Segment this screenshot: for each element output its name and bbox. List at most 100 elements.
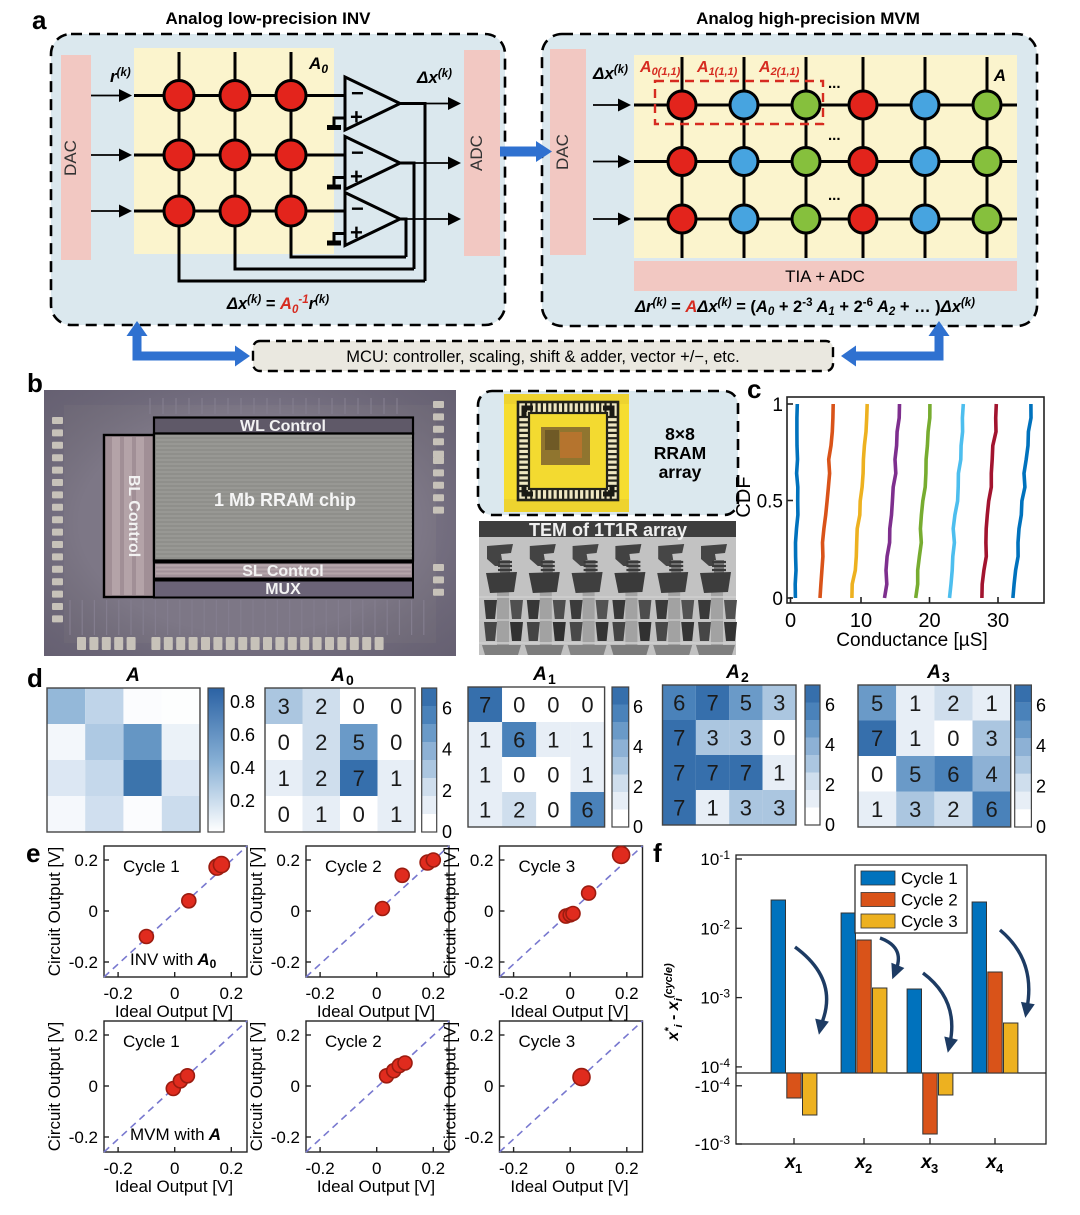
svg-text:3: 3 (909, 797, 921, 822)
svg-text:MUX: MUX (265, 581, 301, 598)
svg-text:2: 2 (825, 775, 835, 795)
svg-text:1 Mb RRAM chip: 1 Mb RRAM chip (214, 490, 356, 510)
svg-text:4: 4 (1036, 736, 1046, 756)
svg-text:Analog high-precision MVM: Analog high-precision MVM (696, 9, 920, 28)
svg-text:x: x (784, 1152, 797, 1173)
svg-text:8×8: 8×8 (665, 424, 695, 444)
svg-text:0: 0 (565, 1159, 574, 1178)
svg-text:WL Control: WL Control (240, 418, 326, 435)
svg-text:10-4: 10-4 (700, 1056, 730, 1077)
svg-text:1: 1 (547, 728, 559, 753)
svg-text:0: 0 (565, 984, 574, 1003)
svg-text:1: 1 (390, 766, 402, 791)
svg-text:3: 3 (706, 726, 718, 751)
svg-text:0.2: 0.2 (421, 1159, 445, 1178)
svg-text:1: 1 (909, 726, 921, 751)
svg-text:3: 3 (740, 796, 752, 821)
svg-text:TEM of 1T1R array: TEM of 1T1R array (529, 520, 687, 540)
svg-text:0: 0 (170, 1159, 179, 1178)
svg-text:3: 3 (773, 691, 785, 716)
svg-text:b: b (27, 368, 43, 398)
svg-text:-10-4: -10-4 (695, 1075, 731, 1096)
svg-text:Ideal Output [V]: Ideal Output [V] (115, 1177, 233, 1196)
svg-text:+: + (350, 220, 363, 245)
svg-text:0: 0 (871, 762, 883, 787)
svg-text:4: 4 (825, 735, 835, 755)
svg-text:Cycle 1: Cycle 1 (901, 869, 958, 888)
svg-text:-0.2: -0.2 (271, 953, 300, 972)
svg-text:Ideal Output [V]: Ideal Output [V] (115, 1002, 233, 1021)
svg-text:0: 0 (89, 902, 98, 921)
svg-text:0: 0 (547, 798, 559, 823)
svg-text:0: 0 (513, 693, 525, 718)
svg-text:Cycle 1: Cycle 1 (123, 1032, 180, 1051)
svg-text:0: 0 (278, 802, 290, 827)
svg-text:0.4: 0.4 (230, 758, 255, 778)
svg-text:3: 3 (931, 1161, 938, 1176)
svg-text:2: 2 (1036, 776, 1046, 796)
svg-text:0: 0 (353, 694, 365, 719)
svg-text:0.2: 0.2 (74, 1026, 98, 1045)
svg-text:0: 0 (547, 763, 559, 788)
svg-text:−: − (351, 140, 364, 165)
svg-text:0: 0 (291, 1077, 300, 1096)
svg-text:Circuit Output [V]: Circuit Output [V] (441, 847, 460, 976)
svg-text:6: 6 (1036, 695, 1046, 715)
svg-text:0.2: 0.2 (219, 1159, 243, 1178)
svg-text:-0.2: -0.2 (499, 1159, 528, 1178)
svg-text:4: 4 (442, 740, 452, 760)
svg-text:Cycle 3: Cycle 3 (901, 912, 958, 931)
svg-text:1: 1 (548, 671, 556, 687)
svg-text:1: 1 (773, 761, 785, 786)
svg-text:1: 1 (795, 1161, 802, 1176)
svg-text:-0.2: -0.2 (305, 1159, 334, 1178)
svg-text:+: + (350, 164, 363, 189)
svg-text:3: 3 (985, 726, 997, 751)
svg-text:0.2: 0.2 (276, 1026, 300, 1045)
svg-text:Circuit Output [V]: Circuit Output [V] (45, 847, 64, 976)
svg-text:1: 1 (390, 802, 402, 827)
svg-text:0: 0 (353, 802, 365, 827)
svg-text:ADC: ADC (467, 135, 486, 171)
svg-text:0: 0 (170, 984, 179, 1003)
svg-text:0: 0 (291, 902, 300, 921)
svg-text:Conductance [µS]: Conductance [µS] (836, 630, 987, 651)
svg-text:-0.2: -0.2 (464, 953, 493, 972)
svg-text:1: 1 (278, 766, 290, 791)
svg-text:1: 1 (479, 798, 491, 823)
svg-text:TIA + ADC: TIA + ADC (785, 267, 865, 286)
svg-text:0: 0 (1036, 817, 1046, 837)
svg-text:0.6: 0.6 (230, 725, 255, 745)
svg-text:BL Control: BL Control (125, 475, 142, 557)
svg-text:3: 3 (942, 669, 950, 685)
svg-text:Cycle 2: Cycle 2 (325, 857, 382, 876)
svg-text:1: 1 (479, 763, 491, 788)
svg-text:A: A (330, 665, 345, 686)
svg-text:0.2: 0.2 (421, 984, 445, 1003)
svg-text:Ideal Output [V]: Ideal Output [V] (317, 1002, 435, 1021)
svg-text:2: 2 (865, 1161, 872, 1176)
svg-text:1: 1 (871, 797, 883, 822)
svg-text:0: 0 (547, 693, 559, 718)
svg-text:d: d (27, 663, 43, 693)
svg-text:A: A (125, 665, 140, 686)
svg-text:6: 6 (513, 728, 525, 753)
svg-text:c: c (747, 374, 761, 404)
svg-text:0: 0 (773, 726, 785, 751)
svg-text:0: 0 (89, 1077, 98, 1096)
svg-text:6: 6 (947, 762, 959, 787)
svg-text:10: 10 (850, 610, 872, 632)
svg-text:7: 7 (673, 761, 685, 786)
svg-text:4: 4 (996, 1161, 1004, 1176)
svg-text:0: 0 (390, 730, 402, 755)
svg-text:...: ... (828, 187, 841, 204)
svg-text:Cycle 2: Cycle 2 (325, 1032, 382, 1051)
svg-text:0: 0 (825, 815, 835, 835)
svg-text:3: 3 (740, 726, 752, 751)
svg-text:6: 6 (633, 697, 643, 717)
svg-text:0: 0 (772, 589, 783, 610)
svg-text:0.2: 0.2 (615, 984, 639, 1003)
svg-text:2: 2 (315, 766, 327, 791)
svg-text:6: 6 (985, 797, 997, 822)
svg-text:array: array (659, 462, 702, 482)
